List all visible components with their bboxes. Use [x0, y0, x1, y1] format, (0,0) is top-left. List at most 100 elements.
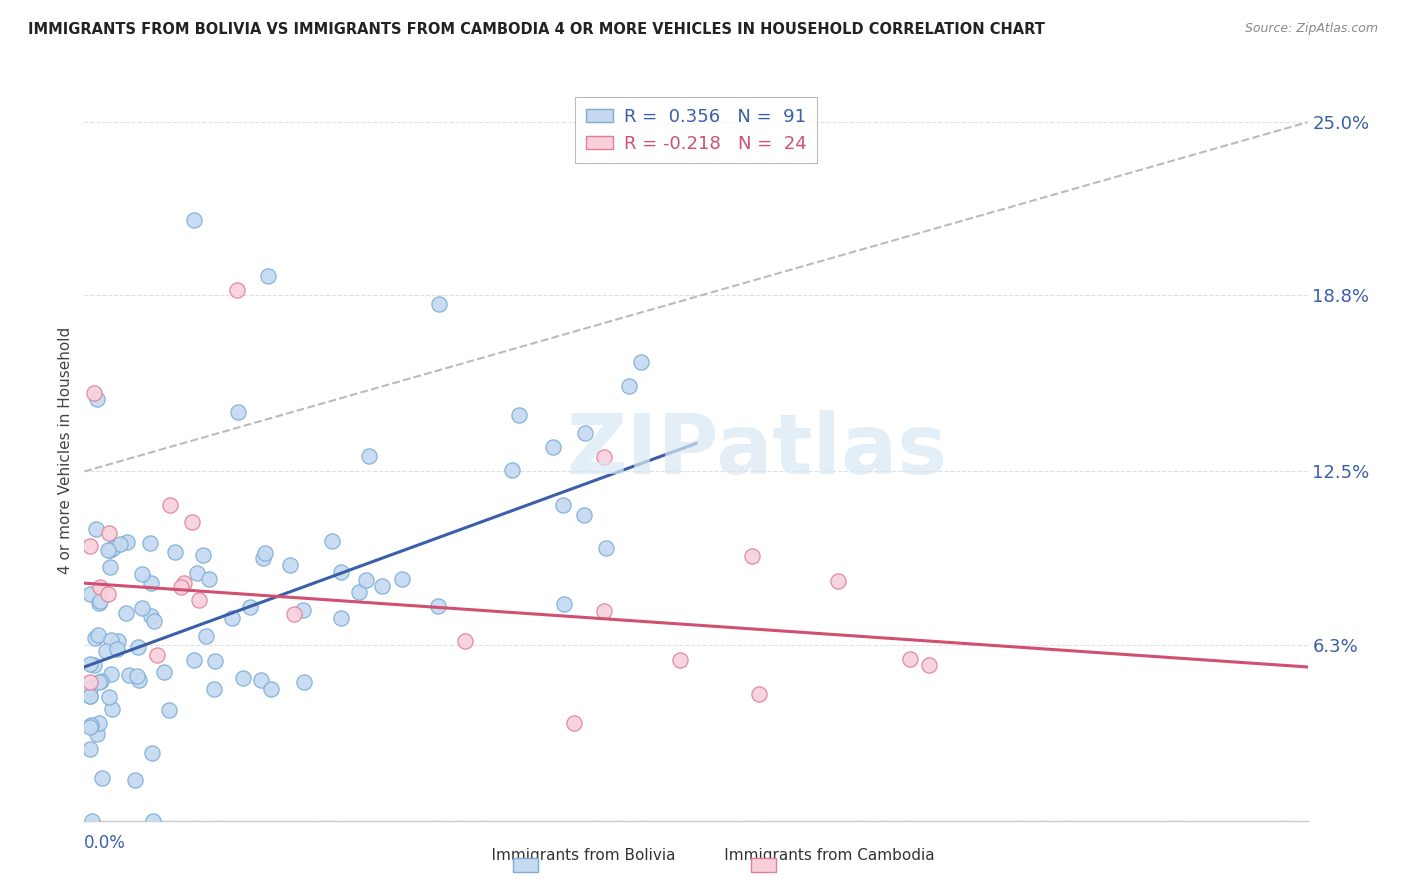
- Point: [574, 426, 596, 441]
- Point: [827, 574, 849, 588]
- Point: [110, 537, 132, 551]
- Point: [357, 450, 380, 464]
- Point: [193, 548, 215, 562]
- Point: [593, 450, 616, 465]
- Point: [898, 651, 921, 665]
- Point: [254, 545, 277, 559]
- Point: [100, 633, 122, 648]
- Point: [371, 579, 394, 593]
- Point: [226, 405, 249, 419]
- Point: [100, 666, 122, 681]
- Point: [173, 576, 195, 591]
- Text: Immigrants from Bolivia          Immigrants from Cambodia: Immigrants from Bolivia Immigrants from …: [471, 848, 935, 863]
- Text: IMMIGRANTS FROM BOLIVIA VS IMMIGRANTS FROM CAMBODIA 4 OR MORE VEHICLES IN HOUSEH: IMMIGRANTS FROM BOLIVIA VS IMMIGRANTS FR…: [28, 22, 1045, 37]
- Point: [183, 653, 205, 667]
- Point: [87, 628, 110, 642]
- Point: [79, 689, 101, 703]
- Point: [79, 657, 101, 671]
- Point: [142, 615, 165, 629]
- Point: [84, 632, 107, 646]
- Point: [630, 355, 652, 369]
- Point: [453, 633, 475, 648]
- Point: [131, 601, 153, 615]
- Point: [562, 715, 585, 730]
- Point: [90, 771, 112, 785]
- Point: [80, 718, 103, 732]
- Point: [553, 598, 575, 612]
- Point: [321, 534, 343, 549]
- Point: [252, 551, 274, 566]
- Point: [98, 543, 121, 558]
- Point: [508, 408, 530, 422]
- Point: [669, 653, 692, 667]
- Point: [187, 592, 209, 607]
- Point: [141, 609, 163, 624]
- Point: [426, 599, 449, 613]
- Legend: R =  0.356   N =  91, R = -0.218   N =  24: R = 0.356 N = 91, R = -0.218 N = 24: [575, 96, 817, 163]
- Point: [100, 701, 122, 715]
- Point: [291, 603, 314, 617]
- Point: [103, 541, 125, 556]
- Point: [128, 673, 150, 688]
- Point: [181, 516, 204, 530]
- Point: [239, 600, 262, 615]
- Point: [170, 580, 193, 594]
- Point: [83, 385, 105, 400]
- Point: [617, 379, 640, 393]
- Point: [139, 536, 162, 550]
- Point: [278, 558, 301, 573]
- Point: [90, 674, 112, 689]
- Point: [541, 441, 564, 455]
- Point: [124, 772, 146, 787]
- Point: [107, 634, 129, 648]
- Point: [159, 498, 181, 512]
- Point: [97, 690, 120, 704]
- Point: [249, 673, 271, 688]
- Point: [391, 572, 413, 586]
- Point: [127, 669, 149, 683]
- Point: [232, 671, 254, 685]
- Point: [79, 721, 101, 735]
- Point: [98, 526, 121, 541]
- Point: [97, 587, 120, 601]
- Point: [572, 508, 595, 522]
- Point: [79, 674, 101, 689]
- Point: [79, 681, 101, 695]
- Point: [115, 534, 138, 549]
- Point: [501, 463, 523, 477]
- Point: [329, 611, 352, 625]
- Point: [292, 675, 315, 690]
- Point: [79, 741, 101, 756]
- Point: [79, 587, 101, 601]
- Point: [79, 689, 101, 703]
- Point: [183, 213, 205, 227]
- Text: Source: ZipAtlas.com: Source: ZipAtlas.com: [1244, 22, 1378, 36]
- Point: [141, 575, 163, 590]
- Point: [146, 648, 169, 663]
- Point: [157, 703, 180, 717]
- Point: [80, 814, 103, 828]
- Point: [142, 814, 165, 828]
- Point: [79, 539, 101, 553]
- Point: [198, 572, 221, 586]
- Point: [86, 727, 108, 741]
- Point: [741, 549, 763, 563]
- Point: [595, 541, 617, 555]
- Point: [141, 747, 163, 761]
- Point: [105, 642, 128, 657]
- Point: [127, 640, 149, 654]
- Point: [593, 604, 616, 618]
- Point: [89, 580, 111, 594]
- Point: [87, 716, 110, 731]
- Point: [186, 566, 208, 580]
- Point: [330, 565, 353, 579]
- Point: [221, 611, 243, 625]
- Point: [204, 654, 226, 668]
- Y-axis label: 4 or more Vehicles in Household: 4 or more Vehicles in Household: [58, 326, 73, 574]
- Point: [283, 607, 305, 622]
- Point: [553, 498, 575, 512]
- Point: [354, 573, 377, 587]
- Point: [84, 523, 107, 537]
- Point: [918, 657, 941, 672]
- Point: [89, 593, 111, 607]
